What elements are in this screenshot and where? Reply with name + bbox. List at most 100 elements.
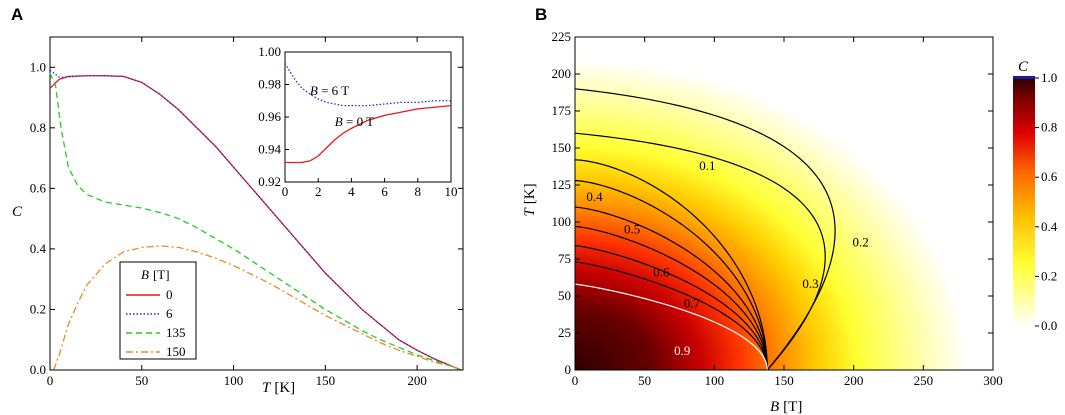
inset-annotation-0: B = 6 T (310, 83, 349, 98)
a-ytick-label-4: 0.8 (30, 120, 46, 135)
a-xtick-label-4: 200 (407, 373, 427, 388)
b-ytick-label-8: 200 (552, 66, 572, 81)
a-ytick-label-1: 0.2 (30, 301, 46, 316)
panel-a-xlabel: T [K] (262, 380, 295, 396)
inset-ytick-label-2: 0.96 (258, 109, 281, 124)
panel-b-xlabel-unit: [T] (783, 399, 802, 415)
legend-title-unit: [T] (153, 267, 170, 282)
contour-0.8 (575, 261, 768, 370)
colorbar: C 0.0 0.2 0.4 0.6 0.8 1.0 (1013, 59, 1058, 333)
legend-label-150: 150 (166, 344, 186, 359)
contour-label-0.5: 0.5 (624, 221, 640, 236)
b-ytick-label-5: 125 (552, 177, 572, 192)
legend-label-6: 6 (166, 306, 173, 321)
legend-title: B [T] (141, 267, 170, 282)
inset-xtick-label-3: 6 (381, 184, 388, 199)
a-ytick-label-0: 0.0 (30, 362, 46, 377)
contour-0.1 (575, 88, 836, 370)
inset-ytick-label-3: 0.98 (258, 77, 281, 92)
cb-tick-label-0: 0.0 (1041, 318, 1057, 333)
b-ytick-label-9: 225 (552, 29, 572, 44)
a-series-135 (49, 73, 462, 371)
panel-a-inset: 0 2 4 6 8 10 0.92 0.94 0.96 0.98 1.00 B = 6 T B = 0… (258, 44, 457, 199)
b-ytick-label-1: 25 (558, 325, 571, 340)
colorbar-label: C (1018, 59, 1029, 75)
contour-0.2 (575, 132, 826, 370)
b-xtick-label-3: 150 (774, 373, 794, 388)
a-ytick-label-5: 1.0 (30, 59, 46, 74)
cb-tick-label-1: 0.2 (1041, 268, 1057, 283)
contour-0.6 (575, 225, 768, 370)
heatmap-field (575, 60, 967, 370)
inset-ytick-label-1: 0.94 (258, 142, 281, 157)
b-xtick-label-4: 200 (844, 373, 864, 388)
b-xtick-label-0: 0 (572, 373, 579, 388)
inset-xtick-label-2: 4 (348, 184, 355, 199)
b-xtick-label-5: 250 (914, 373, 934, 388)
legend-label-135: 135 (166, 325, 186, 340)
contour-label-0.7: 0.7 (684, 295, 701, 310)
a-series-150 (53, 245, 462, 371)
contour-label-0.9: 0.9 (674, 343, 690, 358)
inset-xtick-label-0: 0 (282, 184, 289, 199)
legend-box (119, 261, 197, 360)
a-xtick-label-1: 50 (135, 373, 148, 388)
b-ytick-label-0: 0 (565, 362, 572, 377)
panel-b-xlabel: B [T] (770, 399, 802, 415)
panel-b-chart: 0.10.20.30.40.50.60.70.9 0 50 100 150 200 250… (522, 29, 1058, 415)
b-xtick-label-6: 300 (983, 373, 1003, 388)
b-ytick-label-6: 150 (552, 140, 572, 155)
panel-b-ylabel-unit: [K] (522, 183, 538, 204)
contour-0.4 (575, 179, 768, 370)
inset-xtick-label-5: 10 (445, 184, 458, 199)
inset-ytick-label-0: 0.92 (258, 174, 281, 189)
cb-tick-label-4: 0.8 (1041, 120, 1057, 135)
panel-a-legend: B [T] 0 6 135 150 (119, 261, 197, 360)
panel-a-frame (49, 36, 464, 371)
cb-tick-label-3: 0.6 (1041, 169, 1058, 184)
inset-ytick-label-4: 1.00 (258, 44, 281, 59)
inset-xtick-label-1: 2 (315, 184, 322, 199)
a-xtick-label-0: 0 (47, 373, 54, 388)
a-ytick-label-2: 0.4 (30, 241, 47, 256)
panel-b-xlabel-var: B (770, 399, 779, 415)
legend-label-0: 0 (166, 287, 173, 302)
panel-b-letter: B (535, 5, 547, 24)
b-ytick-label-7: 175 (552, 103, 572, 118)
inset-frame (284, 51, 452, 183)
inset-series-6 (284, 63, 451, 107)
cb-tick-label-5: 1.0 (1041, 70, 1057, 85)
colorbar-gradient (1013, 78, 1035, 326)
panel-a-xlabel-unit: [K] (274, 380, 295, 396)
a-ytick-label-3: 0.6 (30, 180, 47, 195)
b-ytick-label-4: 100 (552, 214, 572, 229)
inset-xtick-label-4: 8 (415, 184, 422, 199)
b-xtick-label-2: 100 (705, 373, 725, 388)
panel-a-xlabel-var: T (262, 380, 272, 396)
colorbar-top-band (1013, 76, 1035, 79)
panel-b-ylabel: T [K] (522, 183, 538, 216)
contour-label-0.2: 0.2 (853, 235, 869, 250)
a-series-6 (49, 69, 462, 371)
contour-0.7 (575, 245, 768, 370)
b-ytick-label-3: 75 (558, 251, 571, 266)
panel-a-ylabel: C (12, 204, 23, 220)
inset-series-0 (285, 104, 452, 164)
contour-label-0.1: 0.1 (699, 158, 715, 173)
contour-0.3 (575, 159, 768, 370)
contour-label-0.3: 0.3 (802, 276, 818, 291)
contour-label-0.4: 0.4 (586, 189, 603, 204)
panel-b-ylabel-var: T (522, 207, 538, 217)
contour-0.5 (575, 206, 768, 370)
b-xtick-label-1: 50 (638, 373, 651, 388)
b-ytick-label-2: 50 (558, 288, 571, 303)
panel-a-letter: A (11, 5, 23, 24)
legend-title-var: B (141, 267, 149, 282)
contour-0.9 (575, 283, 768, 370)
a-xtick-label-3: 150 (316, 373, 336, 388)
cb-tick-label-2: 0.4 (1041, 219, 1058, 234)
a-xtick-label-2: 100 (224, 373, 244, 388)
inset-annotation-1: B = 0 T (335, 114, 374, 129)
contour-label-0.6: 0.6 (653, 264, 670, 279)
